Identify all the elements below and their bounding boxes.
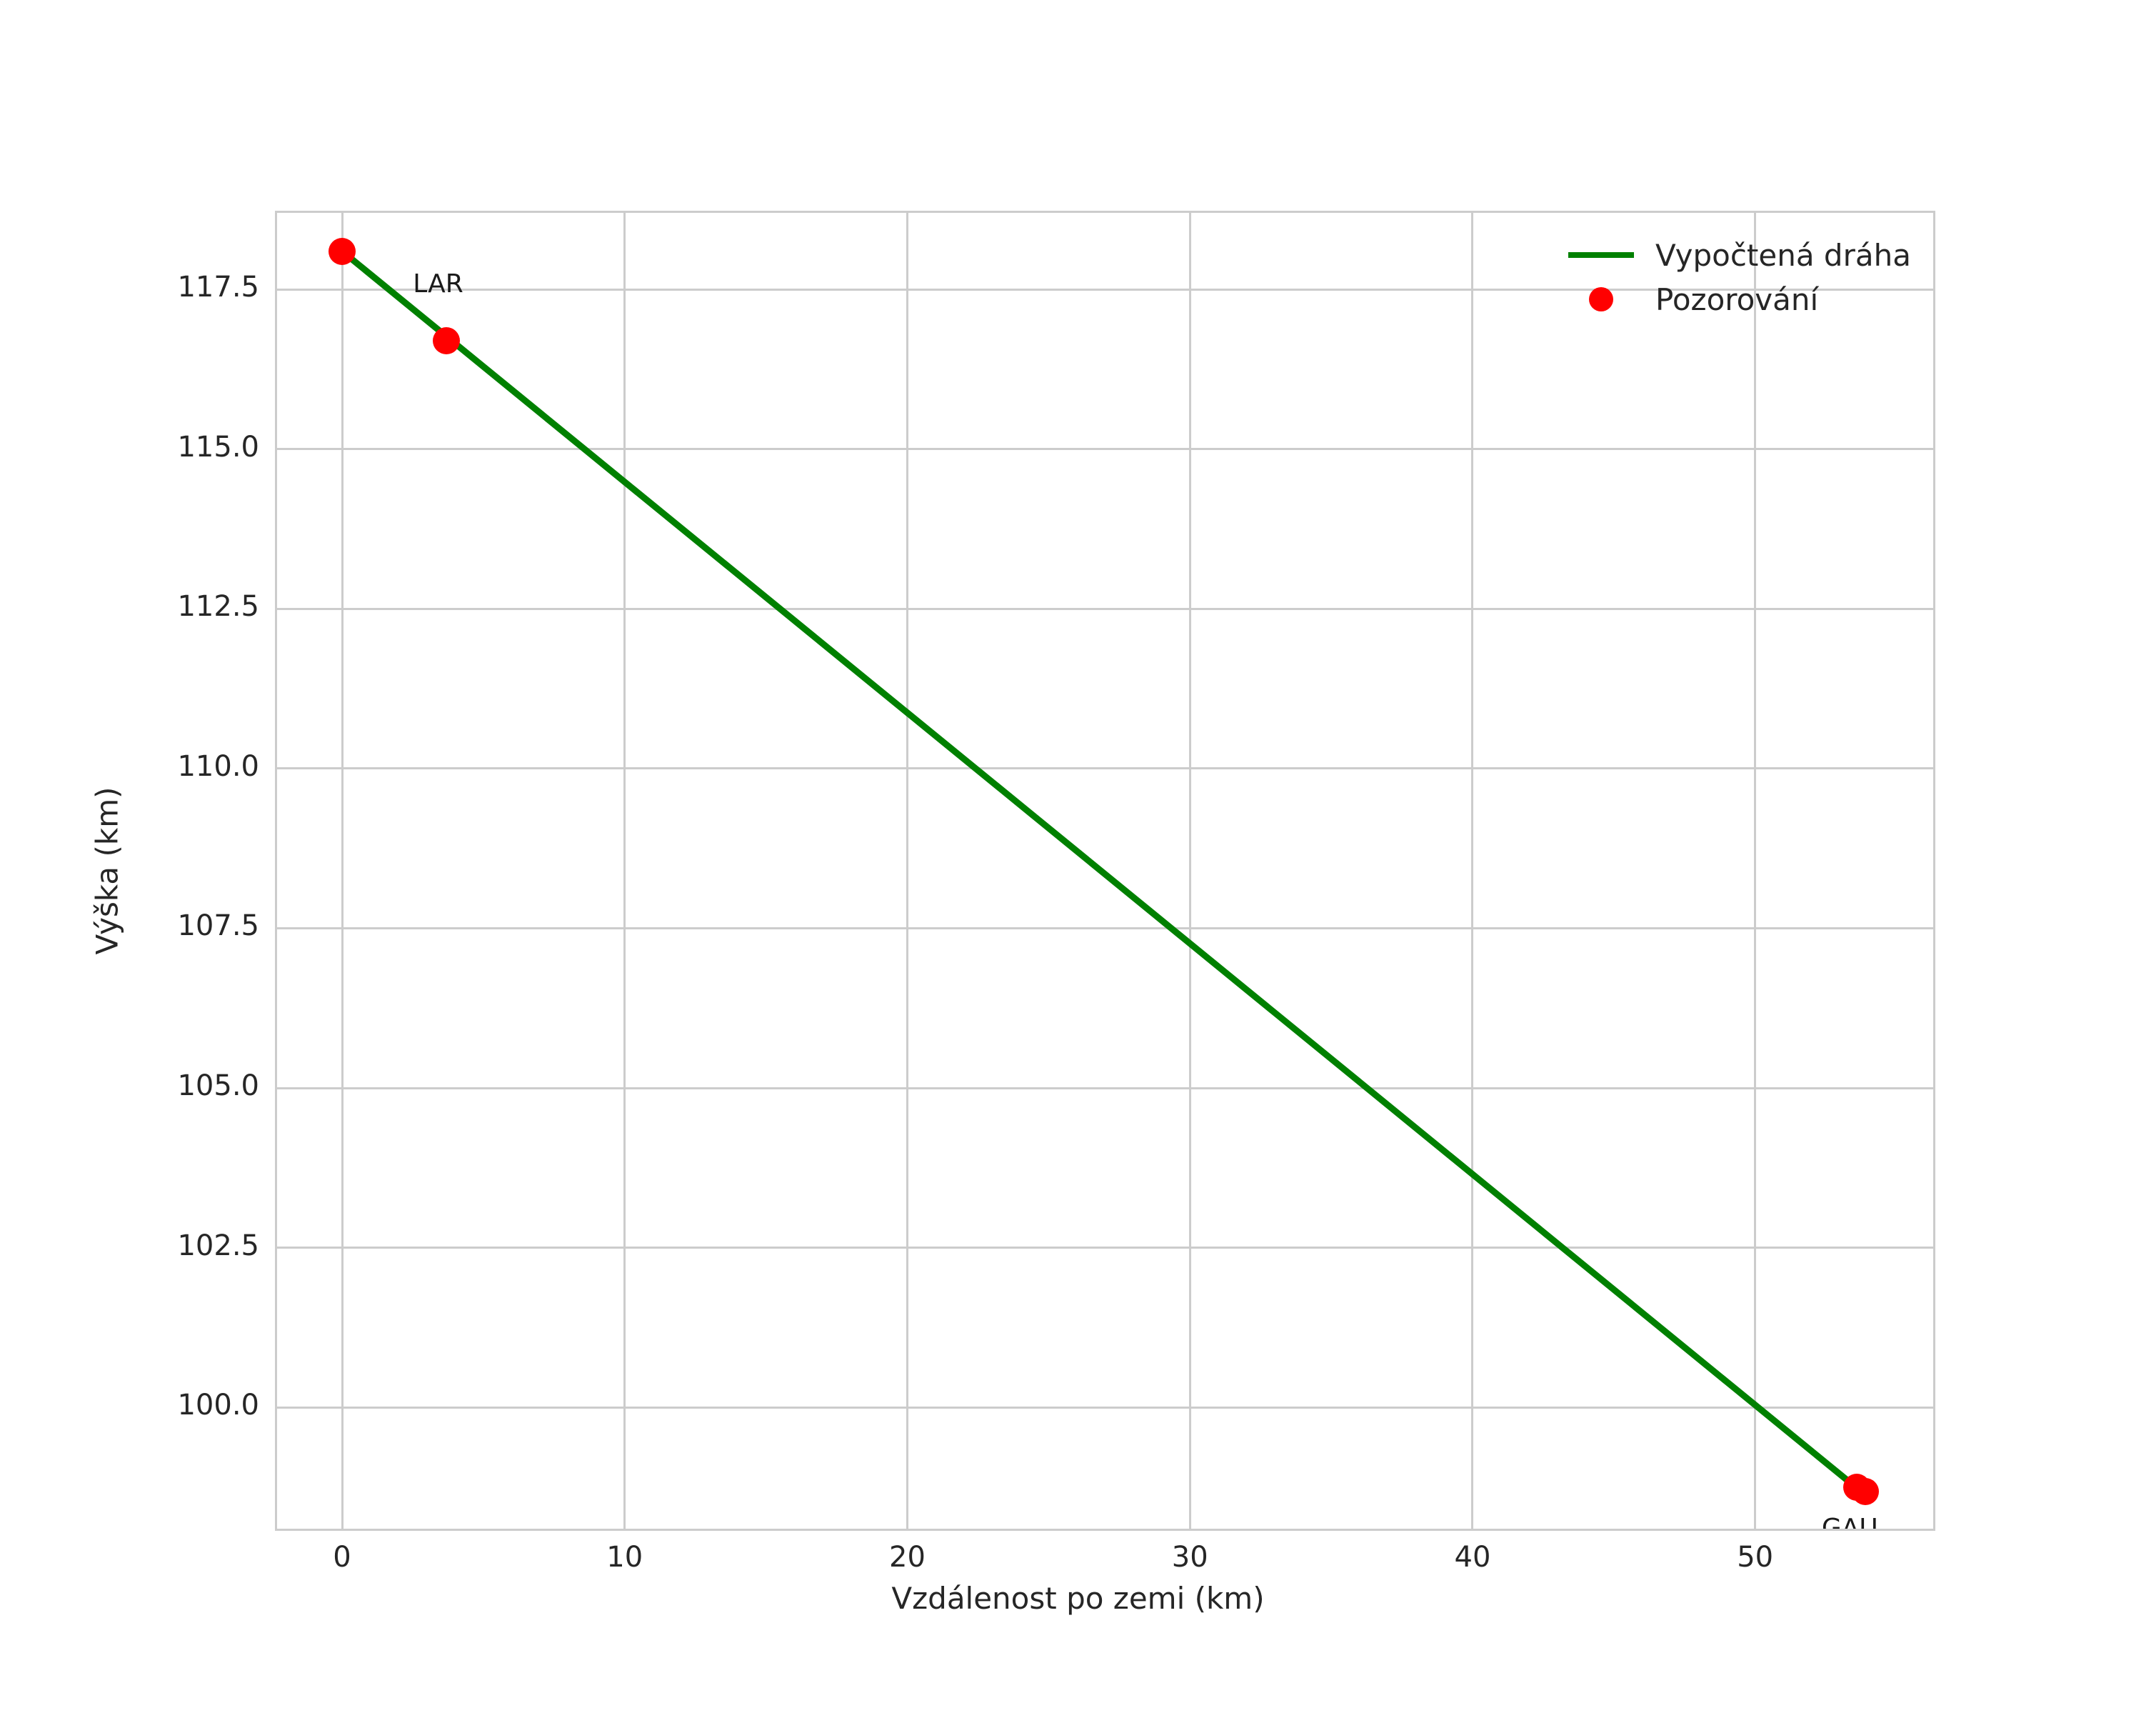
x-tick-label: 50 xyxy=(1737,1541,1774,1574)
y-tick-label: 112.5 xyxy=(177,590,259,624)
y-tick-label: 102.5 xyxy=(177,1229,259,1262)
gridline-vertical xyxy=(1471,213,1474,1529)
observation-marker xyxy=(329,237,356,265)
chart-legend: Vypočtená dráha Pozorování xyxy=(1563,233,1911,321)
legend-key-line xyxy=(1563,252,1640,258)
gridline-horizontal xyxy=(277,448,1933,451)
gridline-vertical xyxy=(906,213,908,1529)
x-tick-label: 30 xyxy=(1171,1541,1208,1574)
plot-area: GAULARGAULAR Vypočtená dráha Pozorování xyxy=(275,211,1935,1531)
legend-dot-swatch xyxy=(1589,287,1613,311)
observation-marker xyxy=(1852,1478,1880,1506)
x-axis-label: Vzdálenost po zemi (km) xyxy=(891,1581,1265,1616)
legend-item: Pozorování xyxy=(1563,277,1911,321)
gridline-vertical xyxy=(341,213,344,1529)
plot-surface: GAULARGAULAR xyxy=(277,213,1933,1529)
y-tick-label: 100.0 xyxy=(177,1389,259,1422)
legend-line-swatch xyxy=(1568,252,1634,258)
gridline-horizontal xyxy=(277,1406,1933,1409)
y-axis-label: Výška (km) xyxy=(89,786,125,955)
gridline-horizontal xyxy=(277,288,1933,291)
y-tick-label: 105.0 xyxy=(177,1069,259,1103)
legend-label: Pozorování xyxy=(1655,281,1819,317)
legend-label: Vypočtená dráha xyxy=(1655,237,1911,273)
legend-item: Vypočtená dráha xyxy=(1563,233,1911,277)
gridline-vertical xyxy=(623,213,626,1529)
gridline-vertical xyxy=(1754,213,1757,1529)
gridline-horizontal xyxy=(277,927,1933,929)
gridline-horizontal xyxy=(277,767,1933,770)
x-tick-label: 20 xyxy=(889,1541,926,1574)
x-tick-label: 0 xyxy=(333,1541,351,1574)
trajectory-polyline xyxy=(340,249,1862,1493)
station-label-gau: GAU xyxy=(1821,1514,1878,1529)
y-tick-label: 110.0 xyxy=(177,749,259,783)
trajectory-line xyxy=(340,249,1862,1493)
station-label-lar: LAR xyxy=(1837,1525,1888,1529)
observation-marker xyxy=(433,326,461,354)
y-tick-label: 117.5 xyxy=(177,271,259,304)
gridline-horizontal xyxy=(277,1247,1933,1249)
legend-key-dot xyxy=(1563,287,1640,311)
gridline-horizontal xyxy=(277,607,1933,610)
x-tick-label: 10 xyxy=(606,1541,643,1574)
gridline-horizontal xyxy=(277,1087,1933,1089)
gridline-vertical xyxy=(1188,213,1191,1529)
y-tick-label: 107.5 xyxy=(177,909,259,943)
x-tick-label: 40 xyxy=(1454,1541,1491,1574)
y-tick-label: 115.0 xyxy=(177,430,259,464)
station-label-lar: LAR xyxy=(413,269,463,299)
